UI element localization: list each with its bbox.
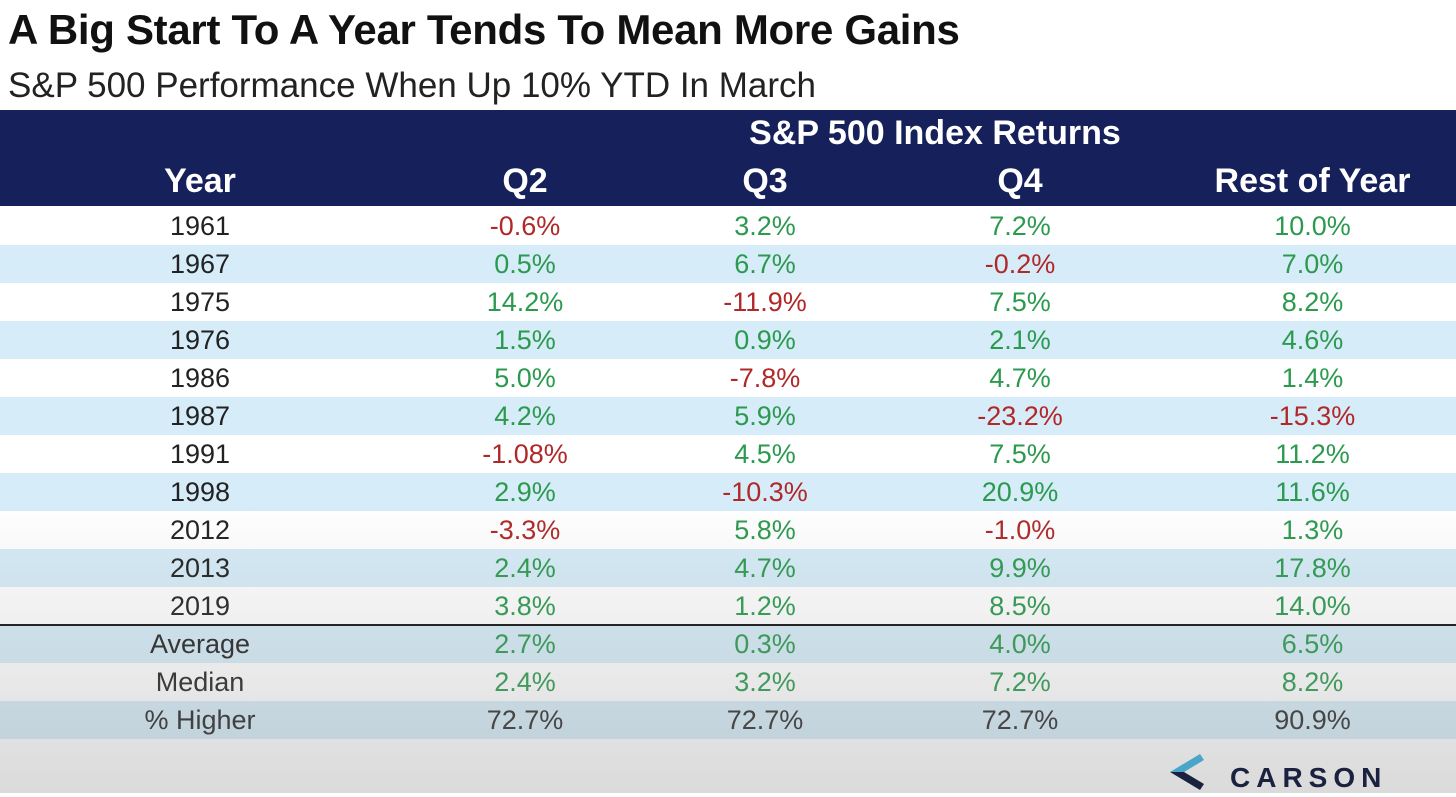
cell-rest-of-year: -15.3% — [1269, 401, 1356, 431]
chart-subtitle: S&P 500 Performance When Up 10% YTD In M… — [8, 66, 816, 105]
cell-q4: 8.5% — [989, 591, 1051, 621]
table-row: 1967 0.5% 6.7% -0.2% 7.0% — [0, 245, 1456, 283]
cell-rest-of-year: 14.0% — [1274, 591, 1351, 621]
cell-rest-of-year: 8.2% — [1281, 287, 1344, 317]
cell-q3: 5.8% — [734, 515, 796, 545]
cell-q3: -10.3% — [722, 477, 808, 507]
column-header-q4: Q4 — [997, 162, 1043, 200]
table-row: 2019 3.8% 1.2% 8.5% 14.0% — [0, 587, 1456, 625]
cell-rest-of-year: 8.2% — [1281, 667, 1344, 697]
cell-rest-of-year: 11.2% — [1275, 439, 1350, 469]
column-header-rest-of-year: Rest of Year — [1214, 162, 1411, 200]
cell-year: 2019 — [169, 591, 231, 621]
table-row: 2012 -3.3% 5.8% -1.0% 1.3% — [0, 511, 1456, 549]
table-row: 1961 -0.6% 3.2% 7.2% 10.0% — [0, 207, 1456, 245]
cell-rest-of-year: 1.3% — [1281, 515, 1344, 545]
cell-q4: 72.7% — [981, 705, 1059, 735]
cell-q3: 72.7% — [726, 705, 804, 735]
table-row: 1986 5.0% -7.8% 4.7% 1.4% — [0, 359, 1456, 397]
table-row: 1987 4.2% 5.9% -23.2% -15.3% — [0, 397, 1456, 435]
cell-q2: 2.7% — [494, 629, 556, 659]
carson-logo-icon — [1170, 754, 1204, 790]
cell-rest-of-year: 1.4% — [1281, 363, 1344, 393]
brand-name: CARSON — [1230, 762, 1388, 793]
cell-q3: 3.2% — [734, 211, 796, 241]
table-row: 1991 -1.08% 4.5% 7.5% 11.2% — [0, 435, 1456, 473]
cell-q2: -3.3% — [489, 515, 561, 545]
cell-q2: -0.6% — [489, 211, 561, 241]
cell-rest-of-year: 7.0% — [1281, 249, 1344, 279]
cell-q3: 6.7% — [734, 249, 796, 279]
cell-year: % Higher — [144, 705, 256, 735]
cell-rest-of-year: 10.0% — [1274, 211, 1351, 241]
cell-q2: 2.9% — [494, 477, 556, 507]
cell-q3: -11.9% — [723, 287, 807, 317]
carson-logo: CARSON — [1160, 752, 1420, 793]
cell-rest-of-year: 4.6% — [1281, 325, 1344, 355]
cell-q3: 4.5% — [734, 439, 796, 469]
table-row: 2013 2.4% 4.7% 9.9% 17.8% — [0, 549, 1456, 587]
cell-year: 1998 — [169, 477, 231, 507]
cell-q2: 14.2% — [486, 287, 564, 317]
cell-q3: 4.7% — [734, 553, 796, 583]
cell-year: 2013 — [169, 553, 231, 583]
column-header-q3: Q3 — [742, 162, 788, 200]
cell-q4: -23.2% — [977, 401, 1063, 431]
cell-q3: -7.8% — [729, 363, 801, 393]
cell-q4: -1.0% — [984, 515, 1056, 545]
cell-year: 2012 — [169, 515, 231, 545]
chart-title: A Big Start To A Year Tends To Mean More… — [8, 6, 960, 53]
cell-rest-of-year: 90.9% — [1274, 705, 1351, 735]
cell-year: 1991 — [169, 439, 231, 469]
cell-year: 1976 — [169, 325, 231, 355]
summary-row: % Higher 72.7% 72.7% 72.7% 90.9% — [0, 701, 1456, 739]
cell-year: 1961 — [169, 211, 231, 241]
cell-q4: 4.7% — [989, 363, 1051, 393]
cell-q4: 7.2% — [989, 667, 1051, 697]
cell-q3: 3.2% — [734, 667, 796, 697]
cell-q2: 2.4% — [494, 667, 556, 697]
cell-rest-of-year: 6.5% — [1281, 629, 1344, 659]
cell-q2: 2.4% — [494, 553, 556, 583]
table-row: 1976 1.5% 0.9% 2.1% 4.6% — [0, 321, 1456, 359]
cell-year: 1967 — [169, 249, 231, 279]
cell-year: 1986 — [169, 363, 231, 393]
cell-rest-of-year: 11.6% — [1275, 477, 1350, 507]
cell-q4: 9.9% — [989, 553, 1051, 583]
cell-year: 1975 — [169, 287, 231, 317]
cell-q4: 7.2% — [989, 211, 1051, 241]
cell-q4: 7.5% — [989, 287, 1051, 317]
super-header: S&P 500 Index Returns — [749, 114, 1121, 152]
cell-q4: -0.2% — [984, 249, 1056, 279]
cell-q3: 0.3% — [734, 629, 796, 659]
cell-q2: -1.08% — [482, 439, 568, 469]
summary-row: Average 2.7% 0.3% 4.0% 6.5% — [0, 625, 1456, 663]
cell-year: Median — [155, 667, 245, 697]
cell-q4: 7.5% — [989, 439, 1051, 469]
cell-q2: 0.5% — [494, 249, 556, 279]
summary-row: Median 2.4% 3.2% 7.2% 8.2% — [0, 663, 1456, 701]
table-row: 1998 2.9% -10.3% 20.9% 11.6% — [0, 473, 1456, 511]
cell-q4: 4.0% — [989, 629, 1051, 659]
cell-q3: 5.9% — [734, 401, 796, 431]
summary-divider — [0, 624, 1456, 626]
cell-year: Average — [149, 629, 251, 659]
table-row: 1975 14.2% -11.9% 7.5% 8.2% — [0, 283, 1456, 321]
cell-q3: 0.9% — [734, 325, 796, 355]
cell-q4: 2.1% — [989, 325, 1051, 355]
column-header-year: Year — [164, 162, 236, 200]
column-header-q2: Q2 — [502, 162, 548, 200]
table-header: S&P 500 Index Returns Year Q2 Q3 Q4 Rest… — [0, 110, 1456, 206]
cell-q2: 3.8% — [494, 591, 556, 621]
cell-q4: 20.9% — [981, 477, 1059, 507]
cell-q2: 1.5% — [494, 325, 556, 355]
cell-q2: 72.7% — [486, 705, 564, 735]
cell-rest-of-year: 17.8% — [1274, 553, 1351, 583]
cell-q2: 5.0% — [494, 363, 556, 393]
cell-q2: 4.2% — [494, 401, 556, 431]
cell-q3: 1.2% — [734, 591, 796, 621]
cell-year: 1987 — [169, 401, 231, 431]
